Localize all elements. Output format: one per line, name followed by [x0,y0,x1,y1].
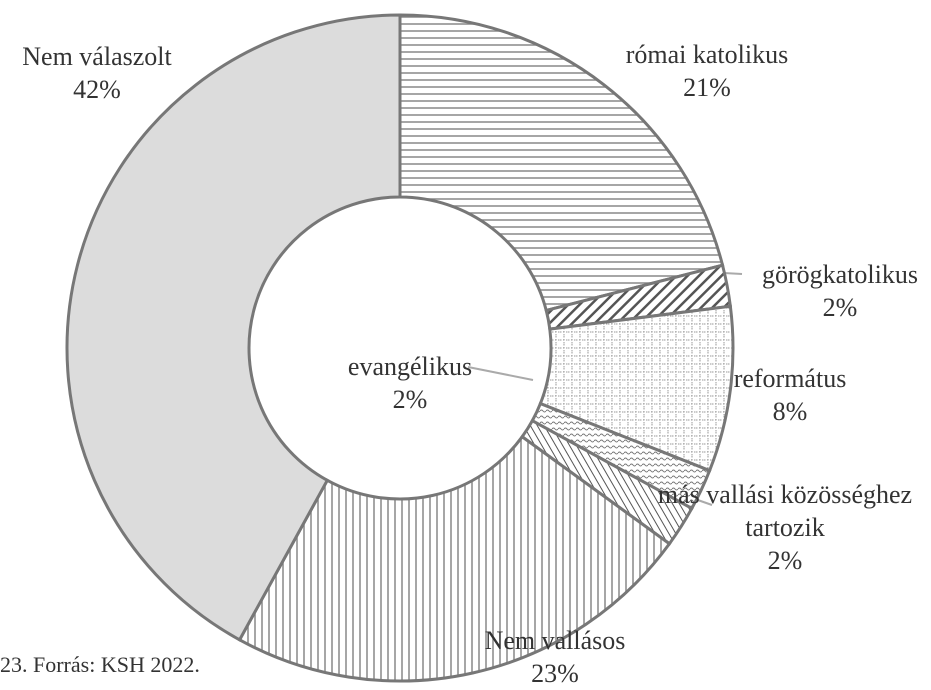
data-label: más vallási közösséghez tartozik 2% [650,478,920,577]
donut-segment [237,434,672,683]
data-label: római katolikus 21% [507,38,907,104]
category-label: római katolikus [625,40,789,69]
data-label: református 8% [640,362,931,428]
data-label: Nem vallásos 23% [405,624,705,690]
category-label: Nem válaszolt [22,42,172,71]
data-label: Nem válaszolt 42% [0,40,247,106]
category-label: más vallási közösséghez tartozik [657,480,913,542]
value-label: 2% [822,293,858,322]
value-label: 8% [772,397,808,426]
value-label: 2% [767,546,803,575]
leader-line [467,366,534,381]
category-label: Nem vallásos [484,626,626,655]
data-label: evangélikus 2% [260,350,560,416]
value-label: 23% [531,659,579,688]
value-label: 21% [683,73,731,102]
source-note: 23. Forrás: KSH 2022. [0,652,200,677]
category-label: görögkatolikus [762,260,918,289]
category-label: evangélikus [347,352,473,381]
data-label: görögkatolikus 2% [690,258,931,324]
value-label: 42% [73,75,121,104]
value-label: 2% [392,385,428,414]
donut-segment [398,13,725,313]
category-label: református [733,364,847,393]
donut-segment [65,13,402,642]
